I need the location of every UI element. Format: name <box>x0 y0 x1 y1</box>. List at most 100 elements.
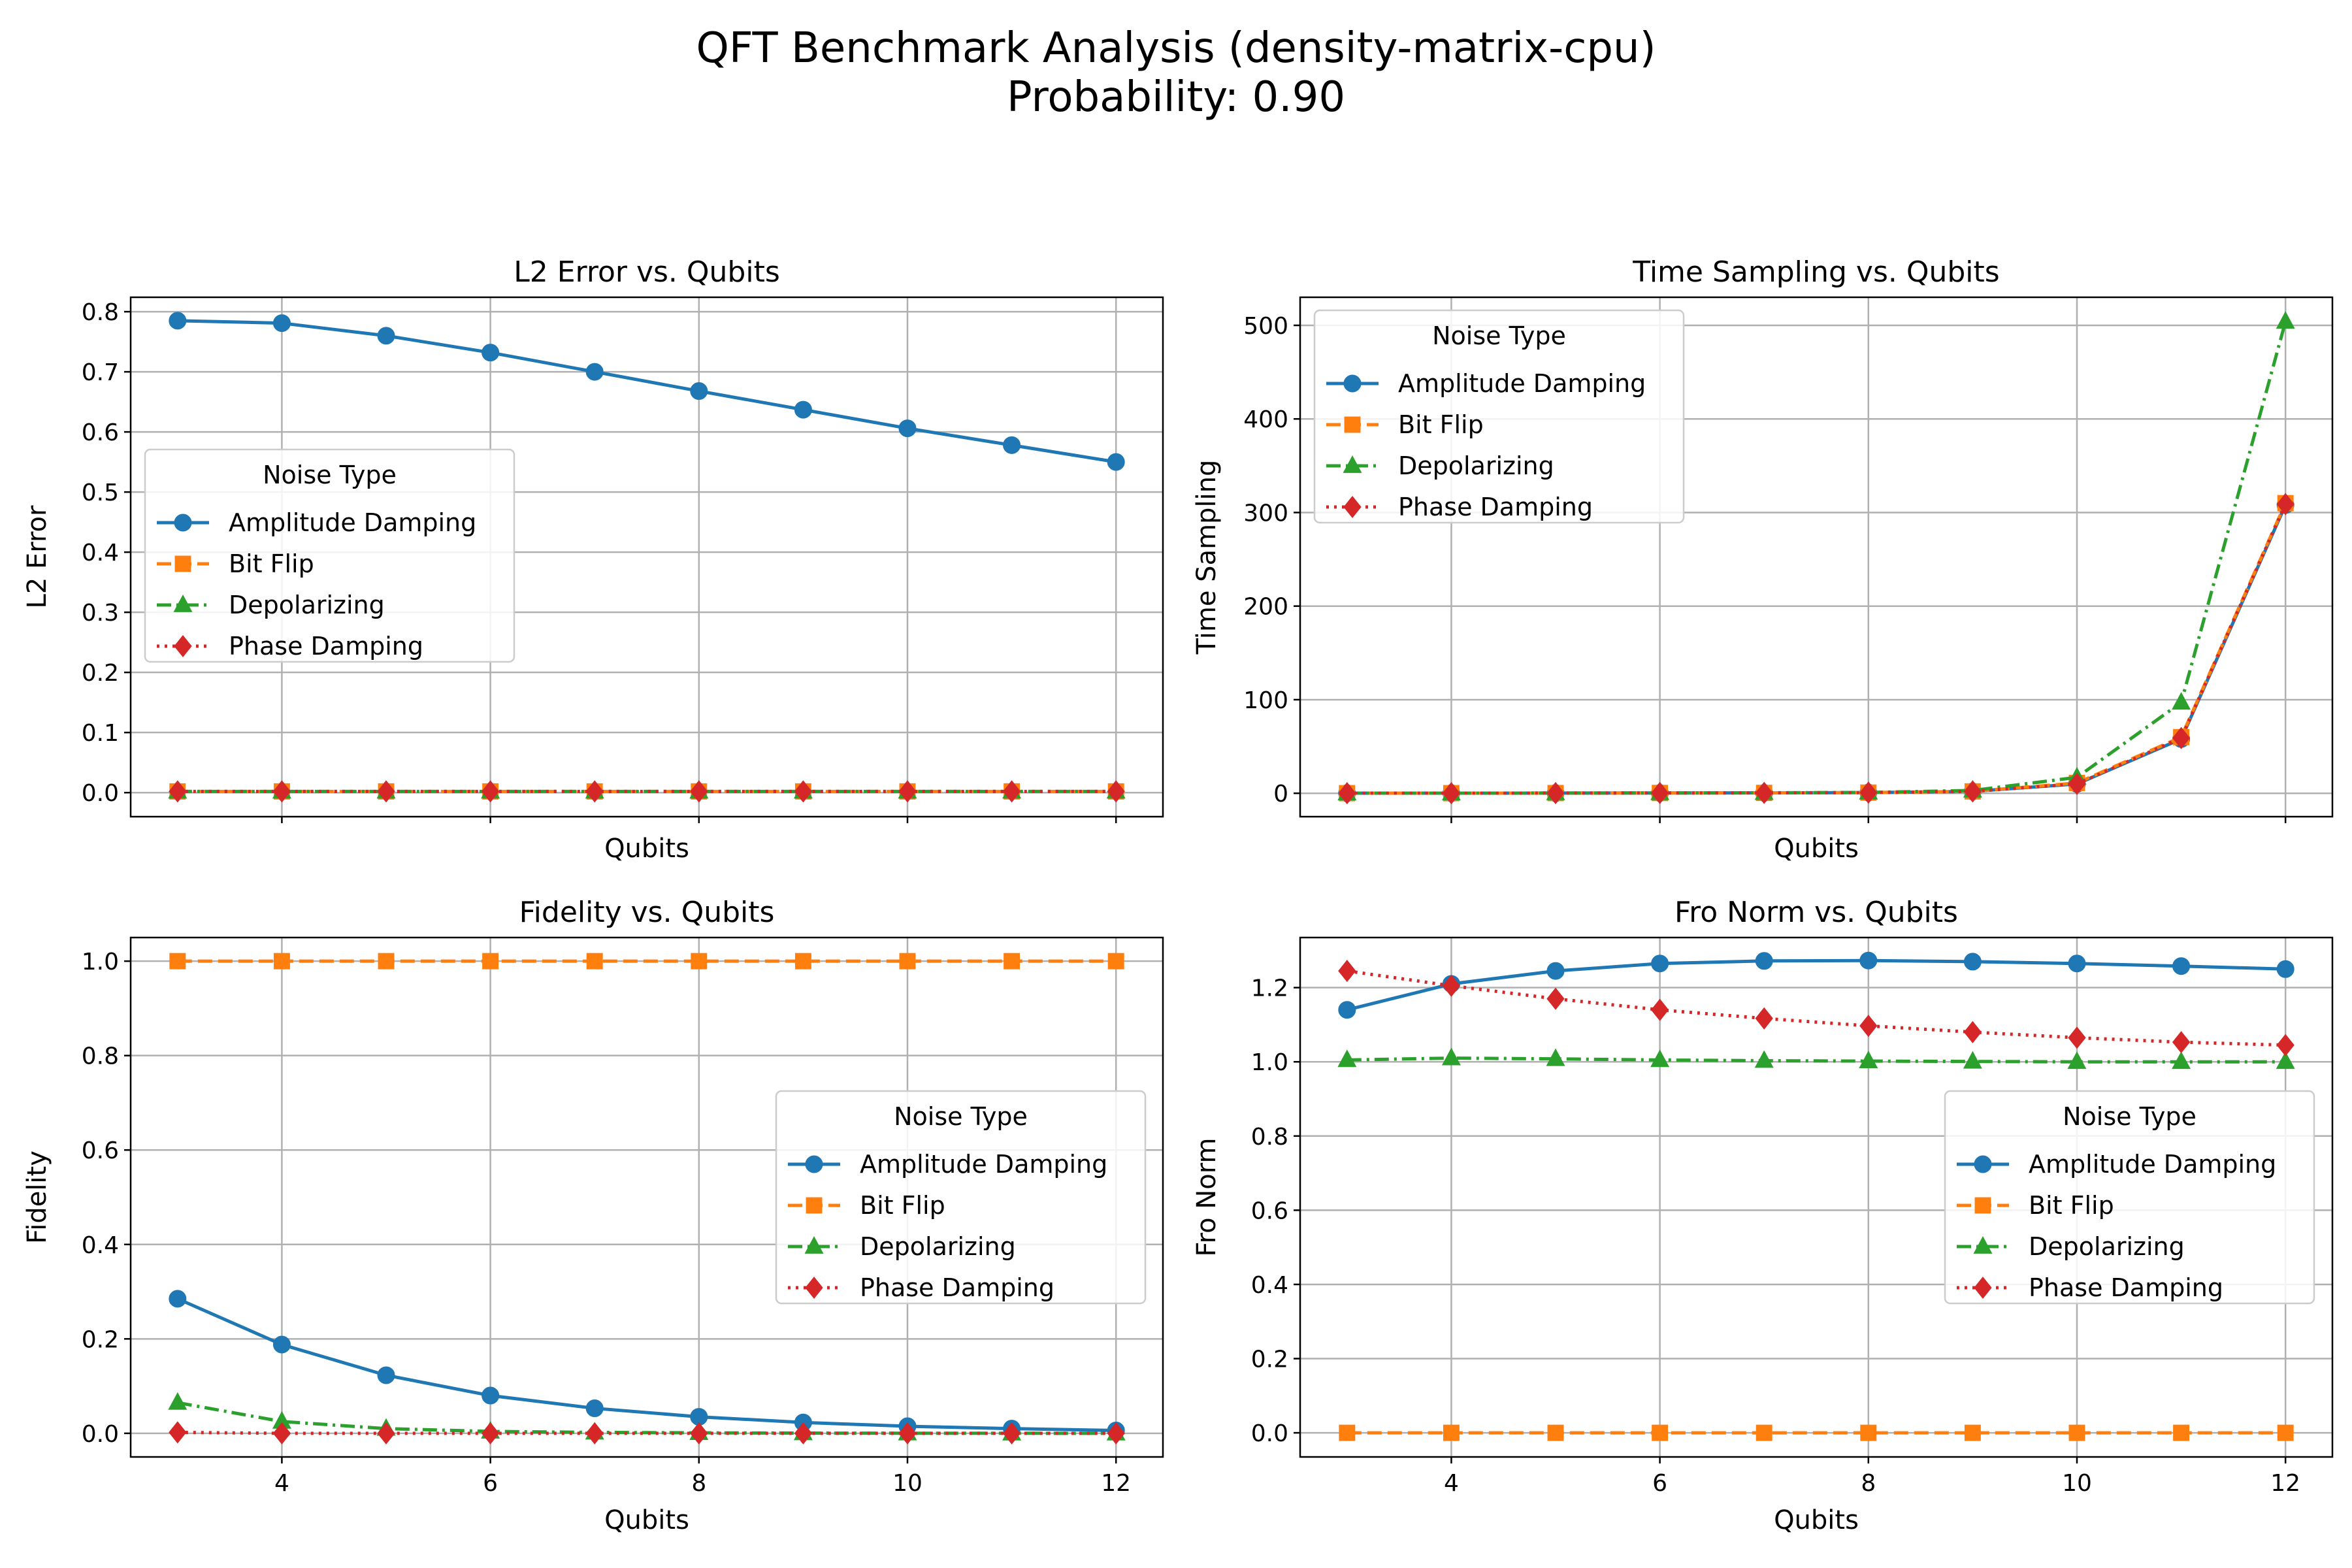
series-line-1 <box>177 319 1117 464</box>
legend-label: Phase Damping <box>1398 493 1593 521</box>
data-point <box>585 1399 604 1418</box>
legend-marker <box>804 1235 824 1254</box>
series-group <box>168 953 1126 1445</box>
y-tick-label: 0.4 <box>82 540 119 566</box>
data-point <box>1442 781 1461 805</box>
series-line-4 <box>1347 503 2287 795</box>
legend: Noise Type Amplitude Damping Bit Flip Depol… <box>1313 309 1685 524</box>
legend-marker <box>173 594 193 612</box>
legend-frame <box>775 1090 1147 1305</box>
data-point <box>168 1392 188 1410</box>
legend-label: Depolarizing <box>2029 1232 2185 1261</box>
x-axis-label: Qubits <box>604 1505 689 1535</box>
data-point <box>169 1421 187 1444</box>
data-point <box>1650 781 1669 804</box>
legend-marker <box>1343 495 1362 519</box>
data-point <box>690 382 708 400</box>
data-point <box>585 780 604 803</box>
series-group <box>168 312 1126 803</box>
y-tick-label: 0.0 <box>1251 1420 1288 1447</box>
x-axis-label: Qubits <box>1774 834 1859 864</box>
series-line-1 <box>176 1297 1117 1433</box>
y-tick-label: 0.8 <box>82 299 119 326</box>
data-point <box>1859 1051 1878 1068</box>
data-point <box>898 419 917 438</box>
legend-label: Amplitude Damping <box>860 1150 1107 1179</box>
y-tick-label: 0.3 <box>82 600 119 627</box>
legend-label: Depolarizing <box>229 591 385 619</box>
legend-marker <box>1973 1235 1993 1254</box>
data-point <box>377 780 395 803</box>
legend-marker <box>174 634 192 658</box>
y-tick-label: 1.0 <box>1251 1049 1288 1076</box>
y-tick-label: 0.5 <box>82 480 119 506</box>
data-point <box>2276 960 2295 978</box>
data-point <box>2172 1031 2191 1054</box>
data-point <box>2172 727 2191 749</box>
data-point <box>481 780 500 803</box>
data-point <box>1650 1049 1670 1068</box>
x-tick-label: 10 <box>2062 1470 2092 1497</box>
legend: Noise Type Amplitude Damping Bit Flip Depol… <box>144 448 515 663</box>
series-line-1 <box>1347 504 2287 795</box>
chart-title: L2 Error vs. Qubits <box>514 255 780 289</box>
legend-title: Noise Type <box>894 1102 1028 1131</box>
legend-marker <box>1974 1276 1992 1299</box>
y-tick-label: 0.8 <box>1251 1124 1288 1151</box>
y-tick-label: 0.2 <box>82 660 119 687</box>
data-point <box>2172 1051 2191 1070</box>
y-tick-label: 0.2 <box>82 1326 119 1353</box>
data-point <box>1546 987 1565 1010</box>
series-line-3 <box>1347 1056 2286 1064</box>
legend-marker <box>1343 374 1362 393</box>
data-point <box>2172 692 2191 710</box>
legend-label: Bit Flip <box>1398 410 1484 439</box>
data-point <box>2068 955 2086 973</box>
y-tick-label: 0.4 <box>82 1232 119 1259</box>
x-axis-label: Qubits <box>1774 1505 1859 1535</box>
legend-marker <box>1343 455 1362 473</box>
data-point <box>482 1386 500 1405</box>
data-point <box>169 780 187 803</box>
data-point <box>1859 951 1878 970</box>
data-point <box>272 1335 291 1354</box>
data-point <box>2276 493 2295 515</box>
data-point <box>2068 1424 2085 1441</box>
plot-frame <box>1299 296 2334 818</box>
data-point <box>1547 1424 1564 1441</box>
y-tick-label: 0.6 <box>1251 1198 1288 1224</box>
data-point <box>1964 1424 1981 1441</box>
y-tick-label: 0.7 <box>82 359 119 386</box>
x-tick-label: 6 <box>1652 1470 1667 1497</box>
data-point <box>2276 1034 2295 1056</box>
data-point <box>585 1422 604 1445</box>
data-point <box>691 953 708 970</box>
chart-title: Fro Norm vs. Qubits <box>1674 896 1958 929</box>
data-point <box>2277 1424 2294 1441</box>
legend-marker <box>1974 1197 1991 1214</box>
x-tick-label: 4 <box>274 1470 289 1497</box>
data-point <box>690 1422 708 1445</box>
data-point <box>1442 974 1461 997</box>
data-point <box>585 363 604 381</box>
y-tick-label: 0.1 <box>82 720 119 747</box>
data-point <box>1963 1021 1982 1043</box>
y-tick-label: 0.6 <box>82 419 119 446</box>
x-tick-label: 4 <box>1444 1470 1459 1497</box>
data-point <box>794 953 811 970</box>
chart-panel-4: 4 6 8 10 12 0.0 0.2 0.4 0.6 0.8 1.0 1.2 Fro Norm vs.… <box>1192 896 2334 1535</box>
y-axis-label: L2 Error <box>22 505 52 609</box>
x-tick-label: 10 <box>892 1470 923 1497</box>
data-point <box>1860 1424 1877 1441</box>
legend-title: Noise Type <box>1432 321 1566 350</box>
y-tick-label: 500 <box>1243 313 1288 340</box>
legend-marker <box>806 1197 823 1214</box>
legend-marker <box>1974 1155 1992 1173</box>
legend-label: Amplitude Damping <box>229 508 476 537</box>
legend-frame <box>1313 309 1685 524</box>
data-point <box>2067 1051 2087 1070</box>
data-point <box>2276 311 2295 329</box>
data-point <box>1755 1007 1773 1030</box>
y-tick-label: 1.2 <box>1251 975 1288 1002</box>
